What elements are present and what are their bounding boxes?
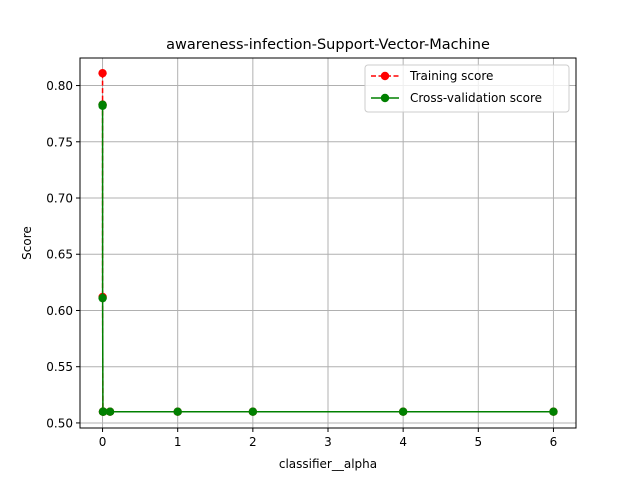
data-point	[99, 407, 108, 416]
y-tick-label: 0.50	[46, 416, 73, 430]
data-point	[248, 407, 258, 416]
y-tick-label: 0.55	[46, 360, 73, 374]
x-axis-label: classifier__alpha	[279, 457, 377, 471]
data-point	[549, 407, 558, 416]
y-tick-label: 0.65	[46, 248, 73, 262]
x-tick-label: 6	[550, 435, 558, 449]
data-point	[398, 407, 408, 416]
y-axis: 0.50 0.55 0.60 0.65 0.70 0.75 0.80	[46, 79, 80, 430]
data-point	[98, 68, 107, 78]
x-tick-label: 1	[174, 435, 182, 449]
y-tick-label: 0.60	[46, 304, 73, 318]
data-point	[98, 293, 107, 303]
y-tick-label: 0.70	[46, 192, 73, 206]
legend-label-training: Training score	[409, 69, 493, 83]
series-layer	[98, 68, 558, 416]
y-tick-label: 0.75	[46, 135, 73, 149]
grid	[80, 58, 576, 428]
x-tick-label: 5	[474, 435, 482, 449]
x-tick-label: 2	[249, 435, 257, 449]
y-axis-label: Score	[20, 226, 34, 260]
legend: Training score Cross-validation score	[364, 64, 570, 113]
data-point	[173, 407, 182, 416]
data-point	[98, 101, 107, 110]
data-point	[105, 407, 115, 416]
x-axis: 0 1 2 3 4 5 6	[99, 428, 558, 449]
y-tick-label: 0.80	[46, 79, 73, 93]
legend-marker-cv	[380, 93, 390, 103]
legend-box	[364, 64, 570, 113]
x-tick-label: 0	[99, 435, 107, 449]
chart-title: awareness-infection-Support-Vector-Machi…	[166, 37, 490, 53]
legend-label-cv: Cross-validation score	[410, 91, 542, 105]
x-tick-label: 4	[399, 435, 407, 449]
legend-marker-training	[380, 71, 390, 81]
x-tick-label: 3	[324, 435, 332, 449]
series-1	[98, 100, 558, 416]
